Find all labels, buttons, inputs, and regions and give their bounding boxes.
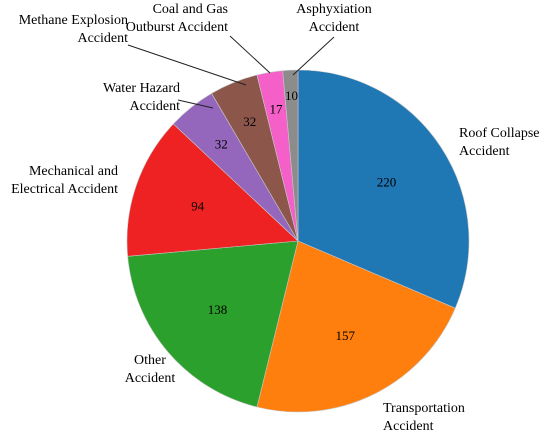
slice-category-label: Coal and Gas Outburst Accident	[126, 2, 228, 35]
slice-value-label: 32	[243, 114, 256, 129]
leader-line	[292, 36, 335, 76]
slice-category-label: Other Accident	[125, 353, 176, 386]
slice-value-label: 10	[285, 88, 298, 103]
pie-slice	[127, 240, 299, 408]
slice-value-label: 157	[336, 328, 356, 343]
leader-line	[229, 35, 271, 74]
slice-value-label: 138	[208, 302, 228, 317]
slice-value-label: 94	[191, 198, 205, 213]
slice-value-label: 17	[270, 102, 284, 117]
pie-slice	[256, 240, 456, 413]
leader-line	[127, 44, 247, 86]
leader-lines	[127, 35, 335, 109]
leader-line	[177, 99, 214, 109]
pie-slice	[297, 69, 470, 309]
category-labels: Roof Collapse Accident Transportation Accid…	[11, 2, 539, 432]
slice-category-label: Roof Collapse Accident	[459, 126, 540, 159]
pie-slices	[126, 69, 470, 413]
slice-category-label: Methane Explosion Accident	[19, 13, 128, 46]
slice-category-label: Water Hazard Accident	[103, 81, 180, 114]
slice-category-label: Transportation Accident	[383, 401, 465, 432]
slice-value-label: 220	[377, 175, 397, 190]
pie-slice	[126, 123, 299, 257]
slice-category-label: Asphyxiation Accident	[296, 2, 371, 35]
slice-value-label: 32	[215, 137, 228, 152]
slice-category-label: Mechanical and Electrical Accident	[11, 164, 118, 197]
